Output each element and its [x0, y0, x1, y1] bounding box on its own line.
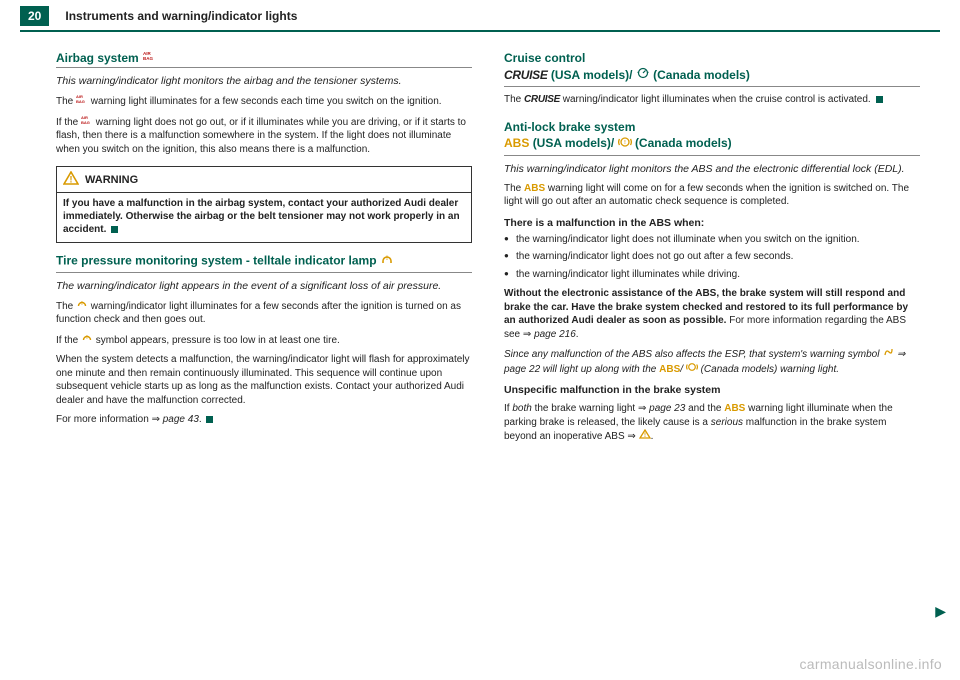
svg-text:BAG: BAG [76, 99, 85, 104]
continue-arrow-icon: ▶ [935, 603, 946, 620]
svg-text:!: ! [624, 140, 626, 146]
cruise-p1: The CRUISE warning/indicator light illum… [504, 93, 920, 107]
airbag-title: Airbag system AIRBAG [56, 50, 472, 68]
abs-unspec-heading: Unspecific malfunction in the brake syst… [504, 384, 920, 396]
cruise-canada-icon [636, 67, 650, 84]
abs-p4: If both the brake warning light ⇒ page 2… [504, 402, 920, 444]
svg-text:BAG: BAG [143, 56, 153, 61]
airbag-p1: The AIRBAG warning light illuminates for… [56, 94, 472, 109]
svg-text:!: ! [70, 175, 73, 185]
end-mark [206, 416, 213, 423]
abs-canada-icon: ! [618, 136, 632, 153]
warning-triangle-small-icon: ! [639, 429, 651, 444]
svg-text:!: ! [386, 256, 388, 262]
content-columns: Airbag system AIRBAG This warning/indica… [0, 32, 960, 450]
abs-p3: Since any malfunction of the ABS also af… [504, 347, 920, 376]
tpms-p2: If the ! symbol appears, pressure is too… [56, 333, 472, 348]
tpms-p4: For more information ⇒ page 43. [56, 413, 472, 427]
airbag-intro: This warning/indicator light monitors th… [56, 74, 472, 88]
abs-canada-icon-inline [686, 362, 698, 377]
abs-p1: The ABS warning light will come on for a… [504, 182, 920, 209]
tpms-icon-inline: ! [76, 299, 88, 314]
warning-box: ! WARNING If you have a malfunction in t… [56, 166, 472, 243]
warning-box-header: ! WARNING [57, 167, 471, 193]
abs-malf-heading: There is a malfunction in the ABS when: [504, 217, 920, 229]
page-title: Instruments and warning/indicator lights [65, 9, 297, 23]
end-mark [111, 226, 118, 233]
end-mark [876, 96, 883, 103]
airbag-title-text: Airbag system [56, 51, 139, 65]
watermark: carmanualsonline.info [800, 656, 943, 672]
abs-p2: Without the electronic assistance of the… [504, 287, 920, 341]
tpms-title: Tire pressure monitoring system - tellta… [56, 253, 472, 273]
warning-triangle-icon: ! [63, 171, 79, 188]
abs-title: Anti-lock brake system ABS (USA models)/… [504, 119, 920, 156]
airbag-icon-inline: AIRBAG [76, 94, 88, 109]
airbag-icon: AIRBAG [143, 50, 157, 65]
tpms-icon-inline2: ! [81, 333, 93, 348]
page-header: 20 Instruments and warning/indicator lig… [20, 0, 940, 32]
warning-label: WARNING [85, 174, 138, 186]
abs-bullets: the warning/indicator light does not ill… [504, 233, 920, 282]
left-column: Airbag system AIRBAG This warning/indica… [56, 42, 472, 450]
tpms-icon: ! [380, 253, 394, 270]
esp-icon [882, 347, 894, 362]
tpms-p3: When the system detects a malfunction, t… [56, 353, 472, 407]
airbag-p2: If the AIRBAG warning light does not go … [56, 115, 472, 157]
abs-intro: This warning/indicator light monitors th… [504, 162, 920, 176]
svg-text:BAG: BAG [81, 120, 90, 125]
page-number: 20 [20, 6, 49, 26]
abs-bullet-2: the warning/indicator light does not go … [504, 250, 920, 264]
tpms-intro: The warning/indicator light appears in t… [56, 279, 472, 293]
airbag-icon-inline2: AIRBAG [81, 115, 93, 130]
svg-text:!: ! [644, 433, 646, 439]
tpms-p1: The ! warning/indicator light illuminate… [56, 299, 472, 327]
warning-box-body: If you have a malfunction in the airbag … [57, 193, 471, 242]
right-column: Cruise control CRUISE (USA models)/ (Can… [504, 42, 920, 450]
abs-bullet-1: the warning/indicator light does not ill… [504, 233, 920, 247]
cruise-title: Cruise control CRUISE (USA models)/ (Can… [504, 50, 920, 87]
abs-bullet-3: the warning/indicator light illuminates … [504, 268, 920, 282]
